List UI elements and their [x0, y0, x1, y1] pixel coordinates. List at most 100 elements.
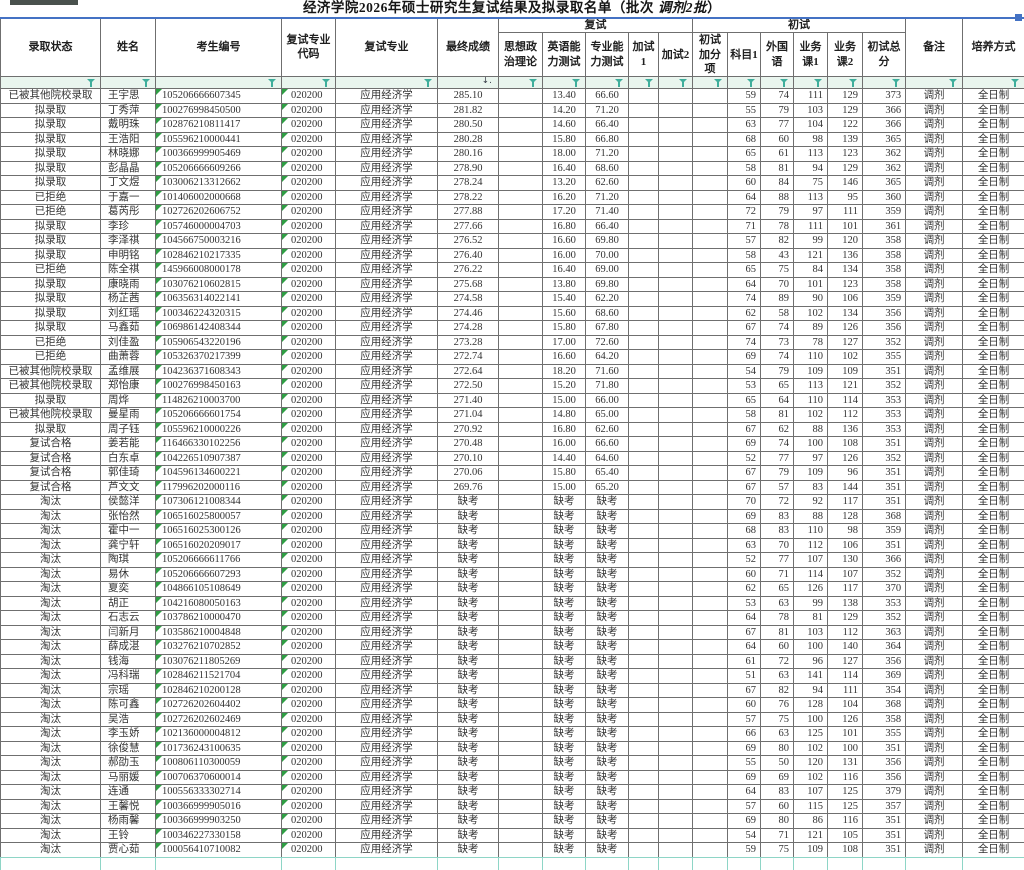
cell-remark[interactable]: 调剂 — [906, 611, 963, 626]
cell-politics[interactable] — [499, 176, 543, 191]
cell-extra2[interactable] — [659, 567, 693, 582]
cell-code[interactable]: 020200 — [282, 103, 336, 118]
cell-politics[interactable] — [499, 669, 543, 684]
cell-total[interactable]: 361 — [863, 219, 906, 234]
cell-status[interactable]: 淘汰 — [1, 582, 101, 597]
cell-major[interactable]: 应用经济学 — [336, 350, 438, 365]
cell-name[interactable]: 陈全祺 — [101, 263, 156, 278]
filter-cell-subject1[interactable] — [728, 77, 761, 89]
cell-status[interactable]: 拟录取 — [1, 219, 101, 234]
cell-id[interactable]: 103586210004848 — [156, 625, 282, 640]
cell-bonus[interactable] — [693, 625, 728, 640]
filter-cell-status[interactable] — [1, 77, 101, 89]
cell-foreign[interactable]: 74 — [761, 321, 794, 336]
cell-course2[interactable]: 95 — [828, 190, 863, 205]
cell-major[interactable]: 应用经济学 — [336, 524, 438, 539]
cell-subject1[interactable]: 55 — [728, 756, 761, 771]
cell-foreign[interactable]: 72 — [761, 495, 794, 510]
cell-professional[interactable]: 66.00 — [586, 393, 629, 408]
cell-subject1[interactable]: 58 — [728, 161, 761, 176]
cell-professional[interactable]: 69.80 — [586, 234, 629, 249]
cell-extra1[interactable] — [629, 321, 659, 336]
col-header-id[interactable]: 考生编号 — [156, 18, 282, 77]
cell-course2[interactable]: 125 — [828, 785, 863, 800]
cell-id[interactable]: 145966008000178 — [156, 263, 282, 278]
cell-extra2[interactable] — [659, 176, 693, 191]
cell-status[interactable]: 淘汰 — [1, 785, 101, 800]
cell-english[interactable]: 15.00 — [543, 393, 586, 408]
cell-politics[interactable] — [499, 393, 543, 408]
cell-course1[interactable]: 102 — [794, 306, 828, 321]
cell-mode[interactable]: 全日制 — [963, 640, 1024, 655]
cell-bonus[interactable] — [693, 553, 728, 568]
cell-course2[interactable]: 140 — [828, 640, 863, 655]
cell-politics[interactable] — [499, 321, 543, 336]
filter-funnel-icon[interactable] — [892, 79, 901, 87]
cell-final-score[interactable]: 280.28 — [438, 132, 499, 147]
cell-total[interactable]: 360 — [863, 190, 906, 205]
cell-extra2[interactable] — [659, 538, 693, 553]
cell-total[interactable]: 368 — [863, 509, 906, 524]
cell-extra1[interactable] — [629, 364, 659, 379]
cell-course1[interactable]: 102 — [794, 741, 828, 756]
cell-course2[interactable]: 112 — [828, 625, 863, 640]
cell-professional[interactable]: 缺考 — [586, 683, 629, 698]
cell-remark[interactable]: 调剂 — [906, 277, 963, 292]
cell-professional[interactable]: 缺考 — [586, 727, 629, 742]
cell-status[interactable]: 复试合格 — [1, 437, 101, 452]
cell-bonus[interactable] — [693, 509, 728, 524]
cell-mode[interactable]: 全日制 — [963, 524, 1024, 539]
cell-extra1[interactable] — [629, 234, 659, 249]
col-header-final[interactable]: 最终成绩 — [438, 18, 499, 77]
cell-code[interactable]: 020200 — [282, 335, 336, 350]
cell-politics[interactable] — [499, 741, 543, 756]
cell-subject1[interactable]: 64 — [728, 277, 761, 292]
cell-id[interactable]: 102846211521704 — [156, 669, 282, 684]
cell-foreign[interactable]: 58 — [761, 306, 794, 321]
cell-mode[interactable]: 全日制 — [963, 756, 1024, 771]
cell-bonus[interactable] — [693, 118, 728, 133]
cell-name[interactable]: 葛芮彤 — [101, 205, 156, 220]
cell-id[interactable]: 105206666607293 — [156, 567, 282, 582]
selection-handle[interactable] — [1015, 14, 1022, 21]
cell-id[interactable]: 100806110300059 — [156, 756, 282, 771]
cell-bonus[interactable] — [693, 335, 728, 350]
cell-major[interactable]: 应用经济学 — [336, 205, 438, 220]
cell-total[interactable]: 373 — [863, 89, 906, 104]
cell-code[interactable]: 020200 — [282, 785, 336, 800]
cell-id[interactable]: 103006213312662 — [156, 176, 282, 191]
cell-code[interactable]: 020200 — [282, 770, 336, 785]
cell-name[interactable]: 周烨 — [101, 393, 156, 408]
cell-name[interactable]: 申明铭 — [101, 248, 156, 263]
cell-bonus[interactable] — [693, 683, 728, 698]
cell-course1[interactable]: 109 — [794, 364, 828, 379]
cell-politics[interactable] — [499, 132, 543, 147]
cell-english[interactable]: 16.40 — [543, 161, 586, 176]
cell-subject1[interactable]: 55 — [728, 103, 761, 118]
cell-name[interactable]: 杨雨馨 — [101, 814, 156, 829]
cell-english[interactable]: 缺考 — [543, 727, 586, 742]
cell-extra2[interactable] — [659, 350, 693, 365]
cell-professional[interactable]: 70.00 — [586, 248, 629, 263]
cell-politics[interactable] — [499, 756, 543, 771]
cell-foreign[interactable]: 50 — [761, 756, 794, 771]
cell-id[interactable]: 102726202604402 — [156, 698, 282, 713]
cell-extra1[interactable] — [629, 770, 659, 785]
cell-subject1[interactable]: 62 — [728, 582, 761, 597]
cell-name[interactable]: 胡正 — [101, 596, 156, 611]
cell-final-score[interactable]: 缺考 — [438, 669, 499, 684]
cell-extra2[interactable] — [659, 524, 693, 539]
cell-course1[interactable]: 94 — [794, 161, 828, 176]
cell-professional[interactable]: 缺考 — [586, 712, 629, 727]
filter-cell-remark[interactable] — [906, 77, 963, 89]
cell-course1[interactable]: 114 — [794, 567, 828, 582]
cell-politics[interactable] — [499, 466, 543, 481]
cell-extra1[interactable] — [629, 727, 659, 742]
cell-total[interactable]: 359 — [863, 292, 906, 307]
cell-remark[interactable]: 调剂 — [906, 698, 963, 713]
cell-course2[interactable]: 136 — [828, 422, 863, 437]
cell-mode[interactable]: 全日制 — [963, 234, 1024, 249]
cell-course2[interactable]: 111 — [828, 683, 863, 698]
cell-politics[interactable] — [499, 698, 543, 713]
cell-foreign[interactable]: 71 — [761, 828, 794, 843]
